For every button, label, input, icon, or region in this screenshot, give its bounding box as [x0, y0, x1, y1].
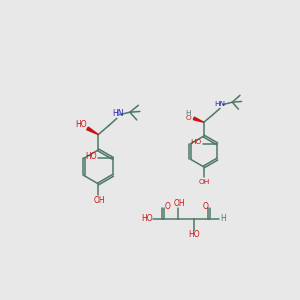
Text: HO: HO — [85, 152, 97, 161]
Text: HN: HN — [214, 101, 226, 107]
Text: H: H — [186, 110, 191, 116]
Text: HO: HO — [191, 139, 202, 145]
Text: O: O — [185, 116, 191, 122]
Text: OH: OH — [93, 196, 105, 205]
Text: O: O — [165, 202, 170, 211]
Text: HO: HO — [141, 214, 153, 223]
Text: HO: HO — [189, 230, 200, 239]
Text: HN: HN — [112, 109, 123, 118]
Text: O: O — [202, 202, 208, 211]
Text: OH: OH — [173, 200, 185, 208]
Polygon shape — [193, 117, 204, 122]
Text: HO: HO — [76, 120, 87, 129]
Text: H: H — [220, 214, 226, 223]
Polygon shape — [87, 127, 98, 135]
Text: OH: OH — [199, 178, 210, 184]
